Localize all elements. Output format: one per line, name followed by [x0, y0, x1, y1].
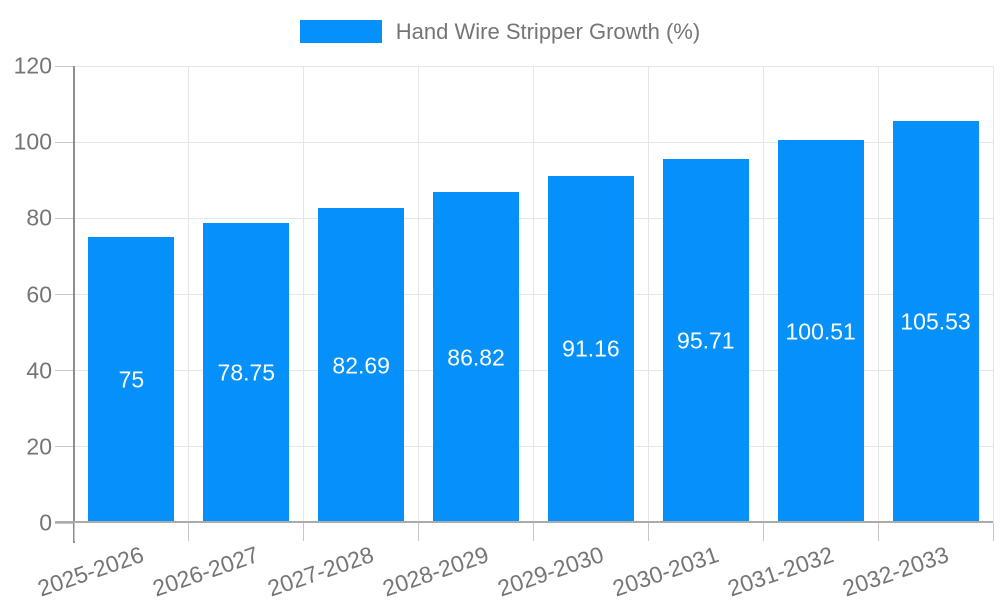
- bar-value-label: 75: [118, 366, 145, 393]
- x-tick-mark: [303, 523, 305, 541]
- x-axis-line: [55, 521, 993, 523]
- x-tick-mark: [992, 523, 994, 541]
- x-tick-label: 2026-2027: [149, 541, 263, 600]
- bar-2028-2029: 86.82: [433, 192, 520, 523]
- bar-value-label: 91.16: [562, 335, 620, 362]
- x-tick-label: 2032-2033: [838, 541, 952, 600]
- y-tick-mark: [55, 370, 74, 372]
- bar-2025-2026: 75: [88, 237, 175, 523]
- y-tick-label: 0: [39, 509, 52, 536]
- x-tick-label: 2027-2028: [264, 541, 378, 600]
- plot-area: 75 78.75 82.69 86.82 91.16 95.71 100.51 105.53 2…: [35, 65, 994, 600]
- gridline-vertical: [418, 66, 420, 523]
- bar-value-label: 95.71: [677, 327, 735, 354]
- legend-label: Hand Wire Stripper Growth (%): [395, 19, 701, 44]
- gridline-vertical: [992, 66, 994, 523]
- y-axis-line: [73, 66, 75, 543]
- bar-value-label: 100.51: [785, 318, 856, 345]
- y-tick-label: 100: [13, 128, 52, 155]
- bar-value-label: 82.69: [332, 352, 390, 379]
- bar-2030-2031: 95.71: [662, 158, 749, 523]
- x-tick-mark: [73, 523, 75, 541]
- x-tick-mark: [877, 523, 879, 541]
- bar-2026-2027: 78.75: [203, 223, 290, 523]
- y-axis: 0 20 40 60 80 100 120: [0, 54, 52, 534]
- gridline-vertical: [533, 66, 534, 523]
- y-tick-mark: [55, 446, 74, 448]
- x-tick-mark: [647, 523, 649, 541]
- y-tick-label: 40: [26, 357, 52, 384]
- gridline-vertical: [188, 66, 190, 523]
- bar-2027-2028: 82.69: [318, 208, 405, 523]
- x-tick-label: 2030-2031: [609, 541, 722, 600]
- x-tick-label: 2025-2026: [34, 541, 148, 600]
- y-tick-label: 120: [13, 52, 52, 79]
- gridline-vertical: [647, 66, 649, 523]
- y-tick-label: 20: [26, 433, 52, 460]
- bar-value-label: 105.53: [900, 308, 971, 335]
- y-tick-mark: [55, 294, 74, 295]
- bar-value-label: 78.75: [217, 359, 276, 386]
- y-tick-label: 60: [26, 281, 52, 307]
- x-tick-label: 2029-2030: [494, 541, 607, 600]
- x-tick-mark: [533, 523, 534, 541]
- bar-2032-2033: 105.53: [892, 121, 979, 523]
- bar-2029-2030: 91.16: [547, 175, 634, 523]
- bar-2031-2032: 100.51: [777, 140, 864, 523]
- gridline-vertical: [303, 66, 305, 523]
- gridline-vertical: [877, 66, 879, 523]
- legend[interactable]: Hand Wire Stripper Growth (%): [0, 18, 1000, 45]
- y-tick-mark: [55, 65, 74, 67]
- y-tick-mark: [55, 522, 74, 524]
- x-tick-mark: [762, 523, 764, 541]
- gridline-vertical: [762, 66, 764, 523]
- y-tick-label: 80: [26, 204, 52, 231]
- y-tick-mark: [55, 141, 74, 143]
- y-tick-mark: [55, 217, 74, 219]
- legend-swatch: [299, 20, 382, 43]
- x-tick-mark: [418, 523, 420, 541]
- bar-value-label: 86.82: [447, 344, 505, 371]
- x-tick-label: 2031-2032: [724, 541, 837, 600]
- x-tick-label: 2028-2029: [379, 541, 492, 600]
- x-tick-mark: [188, 523, 190, 541]
